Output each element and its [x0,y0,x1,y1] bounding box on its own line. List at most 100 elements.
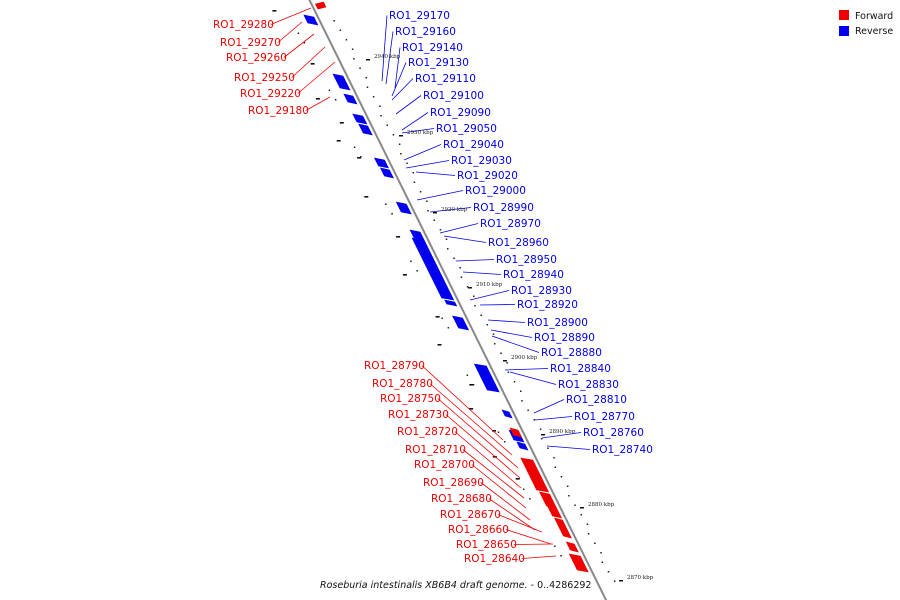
forward-gene-label[interactable]: RO1_29220 [240,88,301,100]
reverse-gene-label[interactable]: RO1_29020 [457,170,518,182]
reverse-leader-line [455,259,495,262]
forward-leader-line [488,498,536,531]
feature-dot [507,371,510,373]
reverse-gene-label[interactable]: RO1_29050 [436,123,497,135]
reverse-leader-line [391,78,414,101]
feature-dot [447,327,450,329]
reverse-gene-label[interactable]: RO1_28970 [480,218,541,230]
reverse-gene-label[interactable]: RO1_28900 [527,317,588,329]
reverse-gene-label[interactable]: RO1_28940 [503,269,564,281]
feature-dot [345,39,348,41]
forward-gene-label[interactable]: RO1_29280 [213,19,274,31]
forward-gene-label[interactable]: RO1_28660 [448,524,509,536]
reverse-gene-label[interactable]: RO1_28890 [534,332,595,344]
forward-gene-label[interactable]: RO1_28710 [405,444,466,456]
feature-dot [527,409,529,411]
feature-dot [466,286,469,288]
forward-gene-label[interactable]: RO1_29250 [234,72,295,84]
forward-gene-label[interactable]: RO1_28650 [456,539,517,551]
feature-dot [459,267,461,269]
feature-dot [497,431,500,433]
reverse-gene-label[interactable]: RO1_29100 [423,90,484,102]
axis-tick-label: 2930 kbp [407,130,434,136]
feature-dot [613,580,616,582]
feature-dot [472,384,475,386]
forward-gene [558,527,572,539]
forward-gene-label[interactable]: RO1_28750 [380,393,441,405]
reverse-leader-line [443,235,487,243]
forward-gene-label[interactable]: RO1_28670 [440,509,501,521]
feature-dot [533,419,536,421]
reverse-gene-label[interactable]: RO1_29110 [415,73,476,85]
reverse-gene-label[interactable]: RO1_28960 [488,237,549,249]
reverse-gene-label[interactable]: RO1_29090 [430,107,491,119]
reverse-leader-line [416,190,464,201]
reverse-gene-label[interactable]: RO1_28830 [558,379,619,391]
reverse-gene-label[interactable]: RO1_28920 [517,299,578,311]
reverse-gene-label[interactable]: RO1_28740 [592,444,653,456]
reverse-gene-label[interactable]: RO1_29040 [443,139,504,151]
feature-dash [315,98,320,100]
forward-gene-label[interactable]: RO1_29270 [220,37,281,49]
reverse-gene [358,123,373,136]
axis-tick-mark [468,287,472,289]
feature-dash [469,408,474,410]
forward-gene-label[interactable]: RO1_28720 [397,426,458,438]
feature-dot [441,317,443,319]
forward-leader-line [283,33,315,58]
forward-gene-label[interactable]: RO1_29180 [248,105,309,117]
feature-dot [333,20,335,22]
forward-gene-label[interactable]: RO1_28730 [388,409,449,421]
reverse-gene-label[interactable]: RO1_28990 [473,202,534,214]
axis-tick-mark [619,580,623,582]
reverse-gene-label[interactable]: RO1_29140 [402,42,463,54]
reverse-gene-label[interactable]: RO1_28930 [511,285,572,297]
forward-leader-line [305,96,331,111]
reverse-gene [343,93,358,105]
forward-gene-label[interactable]: RO1_28790 [364,360,425,372]
feature-dot [521,400,523,402]
feature-dot [560,555,562,557]
reverse-gene-label[interactable]: RO1_28760 [583,427,644,439]
forward-gene-label[interactable]: RO1_28690 [423,477,484,489]
feature-dot [445,238,448,240]
reverse-gene-label[interactable]: RO1_28880 [541,347,602,359]
feature-dash [435,316,440,318]
reverse-gene-label[interactable]: RO1_28840 [550,363,611,375]
forward-gene-label[interactable]: RO1_28680 [431,493,492,505]
forward-gene-label[interactable]: RO1_28700 [414,459,475,471]
reverse-gene-label[interactable]: RO1_28770 [574,411,635,423]
feature-dot [492,333,495,335]
reverse-leader-line [491,335,540,353]
feature-dot [353,146,356,148]
feature-dot [587,533,590,535]
reverse-leader-line [509,371,557,385]
dots-layer [272,10,616,582]
reverse-gene [501,409,513,419]
reverse-gene-label[interactable]: RO1_29130 [408,57,469,69]
reverse-leader-line [439,223,479,234]
reverse-gene-label[interactable]: RO1_29160 [395,26,456,38]
reverse-gene-label[interactable]: RO1_28950 [496,254,557,266]
forward-gene-label[interactable]: RO1_28780 [372,378,433,390]
forward-gene-label[interactable]: RO1_28640 [464,553,525,565]
feature-dot [427,210,429,212]
feature-dot [398,143,401,145]
feature-dot [547,447,549,449]
legend-reverse-swatch [839,26,849,36]
genes-layer [303,1,589,573]
reverse-leader-line [541,432,582,439]
forward-gene-label[interactable]: RO1_29260 [226,52,287,64]
feature-dot [351,48,354,50]
reverse-gene-label[interactable]: RO1_29030 [451,155,512,167]
reverse-gene-label[interactable]: RO1_29000 [465,185,526,197]
axis-tick-mark [399,135,403,137]
reverse-leader-line [381,15,388,82]
reverse-gene-label[interactable]: RO1_28810 [566,394,627,406]
reverse-gene-label[interactable]: RO1_29170 [389,10,450,22]
reverse-gene [373,157,390,169]
forward-leader-line [513,543,554,545]
forward-leader-line [462,449,525,499]
forward-leader-line [429,383,513,456]
